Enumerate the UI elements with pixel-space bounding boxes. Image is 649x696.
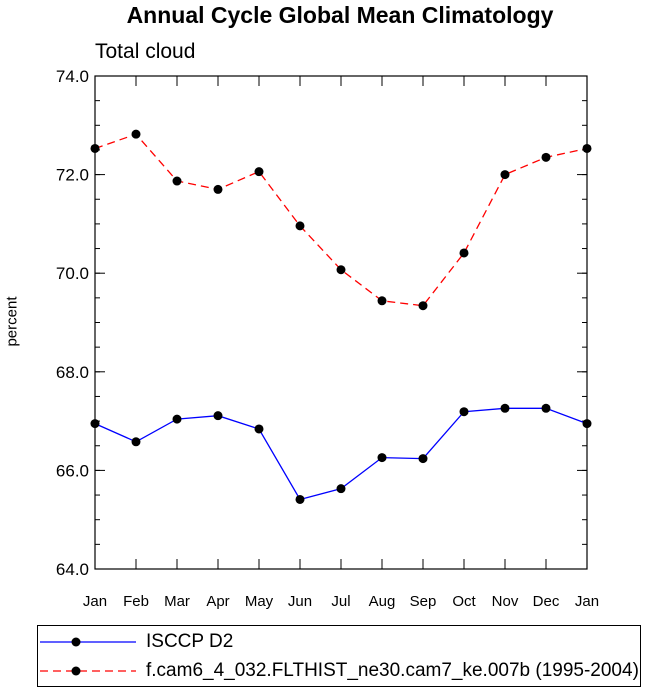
x-tick-label: Dec <box>533 593 560 610</box>
data-point-series-0 <box>254 424 264 434</box>
data-point-series-1 <box>254 167 264 177</box>
data-point-series-1 <box>172 176 182 186</box>
legend-item-model: f.cam6_4_032.FLTHIST_ne30.cam7_ke.007b (… <box>38 657 639 685</box>
legend-marker-isccp <box>71 637 81 647</box>
chart-title: Annual Cycle Global Mean Climatology <box>126 2 554 28</box>
y-tick-label: 64.0 <box>56 560 89 579</box>
data-point-series-0 <box>295 494 305 504</box>
data-point-series-1 <box>213 184 223 194</box>
data-point-series-0 <box>500 403 510 413</box>
data-point-series-0 <box>582 419 592 429</box>
x-tick-label: Jan <box>83 593 107 610</box>
legend-label-model: f.cam6_4_032.FLTHIST_ne30.cam7_ke.007b (… <box>146 660 639 681</box>
x-tick-label: May <box>245 593 274 610</box>
legend-label-isccp: ISCCP D2 <box>146 631 234 652</box>
data-point-series-1 <box>418 301 428 311</box>
plot-frame <box>94 75 588 570</box>
data-point-series-0 <box>336 484 346 494</box>
legend-item-isccp: ISCCP D2 <box>38 628 638 656</box>
x-tick-label: Jul <box>331 593 350 610</box>
x-tick-label: Feb <box>123 593 149 610</box>
series-line-1 <box>94 133 588 307</box>
data-point-series-0 <box>541 403 551 413</box>
data-point-series-1 <box>90 143 100 153</box>
x-tick-label: Mar <box>164 593 190 610</box>
data-point-series-1 <box>295 221 305 231</box>
x-tick-label: Jun <box>288 593 312 610</box>
data-point-series-0 <box>90 419 100 429</box>
y-tick-label: 72.0 <box>56 166 89 185</box>
line-chart: 64.0 66.0 68.0 70.0 72.0 74.0 Jan Feb Mar Apr May J… <box>56 67 599 610</box>
legend-marker-model <box>71 666 81 676</box>
y-tick-label: 68.0 <box>56 363 89 382</box>
x-tick-label: Oct <box>452 593 476 610</box>
x-tick-label: Aug <box>369 593 396 610</box>
data-point-series-1 <box>459 248 469 258</box>
data-point-series-1 <box>582 143 592 153</box>
data-point-series-0 <box>459 407 469 417</box>
data-point-series-1 <box>336 265 346 275</box>
data-point-series-0 <box>172 414 182 424</box>
data-point-series-1 <box>541 152 551 162</box>
legend-swatch-isccp <box>40 637 136 647</box>
chart-subtitle: Total cloud <box>95 40 196 63</box>
data-point-series-1 <box>500 170 510 180</box>
x-tick-label: Jan <box>575 593 599 610</box>
x-tick-label: Sep <box>410 593 437 610</box>
data-point-series-0 <box>377 453 387 463</box>
data-point-series-0 <box>131 437 141 447</box>
x-tick-label: Nov <box>492 593 519 610</box>
legend: ISCCP D2 f.cam6_4_032.FLTHIST_ne30.cam7_… <box>37 625 641 687</box>
x-tick-label: Apr <box>206 593 229 610</box>
y-tick-label: 66.0 <box>56 461 89 480</box>
y-tick-label: 70.0 <box>56 264 89 283</box>
data-point-series-0 <box>418 454 428 464</box>
legend-swatch-model <box>40 666 136 676</box>
data-point-series-1 <box>377 296 387 306</box>
data-point-series-0 <box>213 411 223 421</box>
data-point-series-1 <box>131 129 141 139</box>
y-tick-label: 74.0 <box>56 67 89 86</box>
